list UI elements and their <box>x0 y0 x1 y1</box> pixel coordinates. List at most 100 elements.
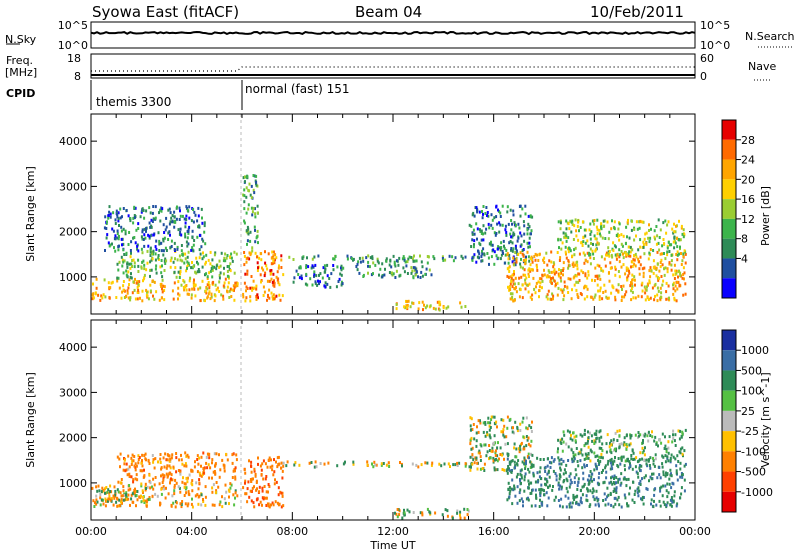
power-cell <box>190 266 193 270</box>
velocity-cell <box>118 498 121 502</box>
velocity-cell <box>560 487 563 491</box>
power-cell <box>92 282 94 286</box>
velocity-cell <box>236 494 239 498</box>
power-cell <box>337 280 340 283</box>
velocity-cell <box>268 456 271 460</box>
velocity-cell <box>172 465 175 469</box>
velocity-cell <box>583 444 586 448</box>
freq-label: Freq. <box>6 54 33 67</box>
power-cell <box>132 216 135 220</box>
power-cell <box>152 249 155 253</box>
power-cell <box>379 267 382 271</box>
power-cell <box>662 279 665 283</box>
velocity-cell <box>664 474 667 478</box>
velocity-cell <box>95 485 98 489</box>
power-cell <box>398 274 401 278</box>
power-cell <box>268 296 271 300</box>
power-cell <box>269 269 272 273</box>
velocity-cell <box>441 513 444 517</box>
power-cell <box>625 269 628 272</box>
velocity-cell <box>175 456 178 460</box>
power-cell <box>508 253 511 257</box>
velocity-cell <box>560 462 563 466</box>
power-cell <box>672 287 675 291</box>
power-cell <box>638 267 641 271</box>
velocity-cell <box>137 461 140 465</box>
velocity-cell <box>244 492 247 496</box>
velocity-cell <box>143 468 145 472</box>
power-cell <box>656 293 659 297</box>
power-cell <box>635 255 638 259</box>
velocity-cell <box>539 494 542 498</box>
velocity-colorbar-label: Velocity [m s^-1] <box>759 372 772 467</box>
velocity-cell <box>501 468 504 471</box>
velocity-cell <box>388 465 391 468</box>
velocity-cell <box>116 488 119 492</box>
power-cell <box>620 299 623 302</box>
power-cell <box>490 213 493 217</box>
power-cell <box>251 288 254 292</box>
power-cell <box>183 217 186 221</box>
velocity-cell <box>125 468 128 472</box>
power-cell <box>672 231 675 235</box>
power-cell <box>590 241 592 245</box>
velocity-cell <box>511 478 514 482</box>
velocity-cell <box>135 494 138 497</box>
power-cell <box>605 251 608 255</box>
velocity-cell <box>101 486 104 490</box>
power-cell <box>480 238 483 242</box>
power-cell <box>609 266 612 270</box>
velocity-cell <box>203 466 206 470</box>
power-cell <box>673 277 676 280</box>
power-cell <box>509 288 512 291</box>
power-cell <box>626 278 629 282</box>
power-cell <box>563 235 566 239</box>
power-cell <box>159 219 162 223</box>
velocity-cell <box>380 463 383 467</box>
power-cell <box>228 296 231 299</box>
velocity-cell <box>555 478 558 482</box>
velocity-cell <box>262 459 265 463</box>
velocity-cell <box>191 469 194 473</box>
power-cell <box>614 267 617 271</box>
velocity-cell <box>630 457 633 461</box>
velocity-cell <box>648 464 651 467</box>
power-cell <box>528 236 531 240</box>
power-cell <box>384 267 386 271</box>
power-cell <box>185 214 188 218</box>
power-cell <box>277 281 280 285</box>
power-cell <box>247 227 250 231</box>
power-cell <box>143 227 146 231</box>
velocity-cell <box>280 466 283 470</box>
velocity-cell <box>280 505 283 509</box>
velocity-cell <box>529 444 532 448</box>
power-cell <box>407 257 410 261</box>
velocity-cell <box>577 452 580 456</box>
power-cell <box>133 265 136 269</box>
power-cell <box>583 261 586 265</box>
power-cell <box>155 290 158 294</box>
velocity-cell <box>629 464 632 468</box>
power-cell <box>507 261 510 265</box>
power-cell <box>540 277 543 281</box>
velocity-cell <box>161 481 164 484</box>
power-cell <box>267 293 269 297</box>
power-cell <box>529 269 532 273</box>
power-cell <box>137 288 140 292</box>
power-cell <box>328 277 331 280</box>
velocity-cell <box>214 491 217 494</box>
velocity-cell <box>268 485 271 488</box>
velocity-cell <box>618 503 621 507</box>
velocity-cell <box>563 433 566 437</box>
velocity-cell <box>629 434 632 438</box>
power-cell <box>246 225 249 229</box>
velocity-cell <box>488 424 491 428</box>
velocity-cell <box>253 469 256 473</box>
velocity-cell <box>529 492 532 495</box>
colorbar-swatch <box>722 139 736 160</box>
velocity-cell <box>615 447 618 451</box>
velocity-cell <box>637 489 640 493</box>
velocity-cell <box>175 470 178 474</box>
velocity-cell <box>636 491 639 495</box>
power-cell <box>546 263 549 267</box>
